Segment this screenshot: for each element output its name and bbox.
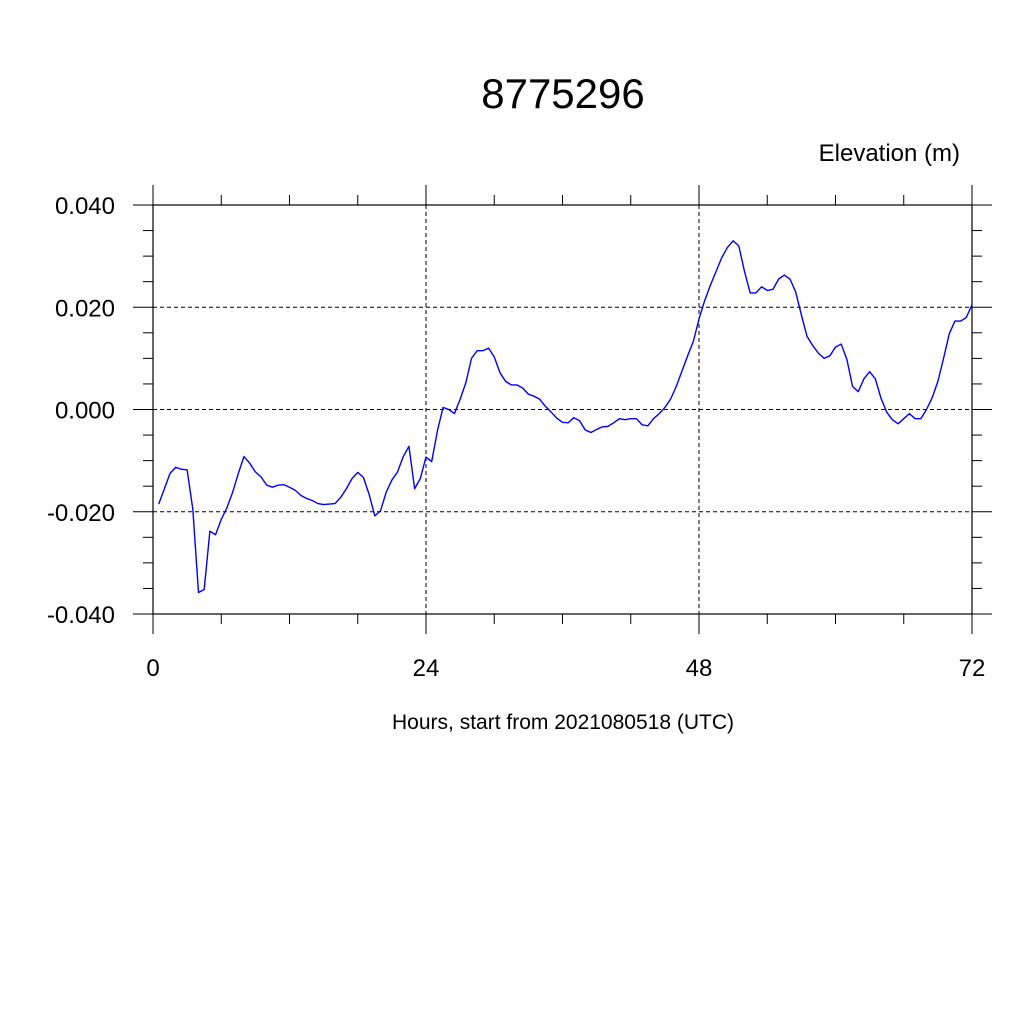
axis-ticks — [133, 185, 992, 634]
y-tick-label: 0.020 — [55, 295, 115, 322]
x-tick-label: 0 — [146, 655, 159, 682]
x-axis-label: Hours, start from 2021080518 (UTC) — [392, 711, 734, 734]
y-tick-label: -0.020 — [47, 500, 115, 527]
y-tick-label: 0.040 — [55, 193, 115, 220]
x-tick-label: 72 — [959, 655, 986, 682]
y-tick-label: 0.000 — [55, 398, 115, 425]
plot-frame — [152, 204, 973, 615]
series-line — [158, 240, 973, 594]
y-axis-units-label: Elevation (m) — [819, 140, 960, 167]
grid-lines — [153, 204, 972, 615]
x-tick-label: 48 — [686, 655, 713, 682]
x-tick-label: 24 — [413, 655, 440, 682]
chart-title: 8775296 — [481, 70, 645, 117]
y-tick-labels: 0.040 0.020 0.000 -0.020 -0.040 — [47, 193, 115, 629]
y-tick-label: -0.040 — [47, 602, 115, 629]
x-tick-labels: 0 24 48 72 — [146, 655, 985, 682]
